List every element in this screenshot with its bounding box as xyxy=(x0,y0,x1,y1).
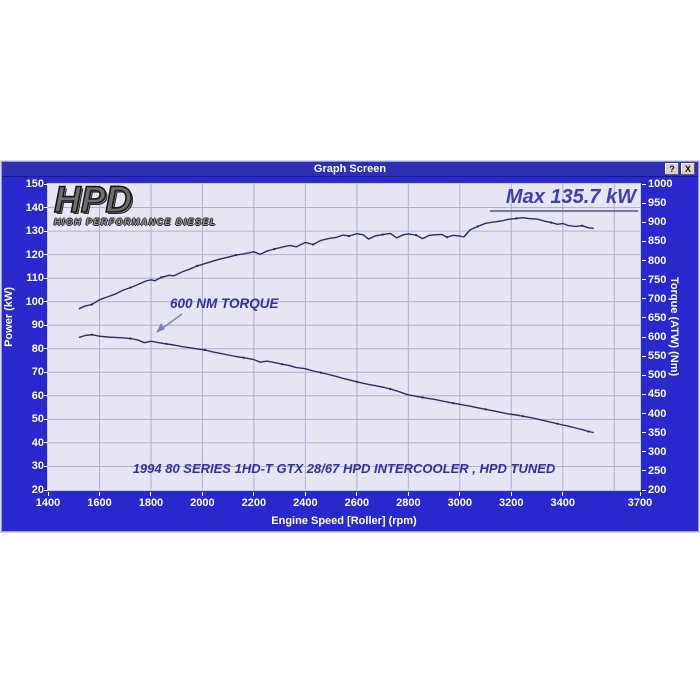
y-right-tick xyxy=(642,355,646,357)
x-tick xyxy=(639,492,641,496)
y-right-tick xyxy=(642,298,646,300)
help-button[interactable]: ? xyxy=(665,163,679,175)
close-button[interactable]: X xyxy=(681,163,695,175)
x-axis-title: Engine Speed [Roller] (rpm) xyxy=(271,515,417,527)
x-tick xyxy=(407,492,409,496)
y-right-tick-label: 400 xyxy=(648,407,667,420)
y-left-tick-label: 130 xyxy=(25,225,44,238)
y-left-tick-label: 20 xyxy=(31,484,44,496)
vehicle-annotation: 1994 80 SERIES 1HD-T GTX 28/67 HPD INTER… xyxy=(132,461,556,476)
x-tick-label: 3700 xyxy=(627,497,653,509)
x-tick xyxy=(562,492,564,496)
hpd-logo: HPD HIGH PERFORMANCE DIESEL xyxy=(53,179,217,227)
y-left-tick-label: 70 xyxy=(31,366,44,379)
y-right-tick xyxy=(642,336,646,338)
window-titlebar[interactable]: Graph Screen ? X xyxy=(2,162,698,177)
hpd-logo-subtext: HIGH PERFORMANCE DIESEL xyxy=(54,217,217,227)
y-left-tick-label: 30 xyxy=(31,460,44,473)
titlebar-buttons: ? X xyxy=(665,163,695,175)
window-title: Graph Screen xyxy=(313,163,387,175)
y-right-tick xyxy=(642,451,646,453)
x-tick xyxy=(47,492,49,496)
x-tick xyxy=(356,492,358,496)
y-right-tick xyxy=(642,221,646,223)
y-right-tick-label: 300 xyxy=(648,445,667,458)
y-right-tick xyxy=(642,183,646,185)
y-left-tick-label: 140 xyxy=(25,201,44,214)
x-tick-label: 1600 xyxy=(87,497,112,509)
x-tick xyxy=(150,492,152,496)
plot-area: HPD HIGH PERFORMANCE DIESEL Max 135.7 kW… xyxy=(47,179,641,491)
y-right-tick-label: 250 xyxy=(648,464,667,477)
y-right-tick xyxy=(642,202,646,204)
x-tick xyxy=(304,492,306,496)
y-left-tick-label: 50 xyxy=(31,413,44,426)
y-left-tick-label: 150 xyxy=(25,178,44,190)
x-tick-label: 2800 xyxy=(396,497,421,509)
x-tick-label: 2400 xyxy=(293,497,318,509)
y-left-tick-label: 80 xyxy=(31,342,44,355)
x-tick xyxy=(98,492,100,496)
torque-annotation-arrow-icon xyxy=(156,313,183,333)
x-tick xyxy=(510,492,512,496)
x-tick-label: 3200 xyxy=(499,497,524,509)
y-right-tick-label: 650 xyxy=(648,311,667,324)
y-left-tick-label: 110 xyxy=(26,272,44,285)
gridlines xyxy=(48,184,640,490)
y-right-tick xyxy=(642,489,646,491)
y-right-tick-label: 450 xyxy=(648,388,667,401)
x-tick-label: 3000 xyxy=(447,497,473,509)
y-right-tick-label: 950 xyxy=(648,197,667,210)
x-tick xyxy=(201,492,203,496)
y-right-tick-label: 200 xyxy=(648,484,667,496)
y-right-tick-label: 350 xyxy=(648,426,667,439)
y-right-tick-label: 700 xyxy=(648,292,667,305)
y-right-tick xyxy=(642,240,646,242)
torque-curve xyxy=(78,333,594,434)
y-right-tick-label: 800 xyxy=(648,254,667,267)
y-left-tick-label: 100 xyxy=(25,295,44,308)
y-right-tick xyxy=(642,470,646,472)
x-tick-label: 3400 xyxy=(550,497,576,509)
dyno-curves-svg xyxy=(48,184,640,490)
y-right-tick-label: 850 xyxy=(648,235,667,248)
y-right-tick-label: 900 xyxy=(648,216,667,229)
graph-window: Graph Screen ? X HPD HIGH PERFORMANCE DI… xyxy=(1,161,699,532)
hpd-logo-text: HPD xyxy=(53,179,133,220)
y-right-tick xyxy=(642,413,646,414)
y-right-tick xyxy=(642,432,646,434)
y-right-tick xyxy=(642,279,646,281)
y-right-tick xyxy=(642,317,646,319)
y-left-tick-label: 120 xyxy=(25,248,44,261)
y-right-tick-label: 500 xyxy=(648,369,667,382)
y-right-tick xyxy=(642,374,646,376)
max-power-annotation: Max 135.7 kW xyxy=(489,186,638,212)
y-axis-title-right: Torque (ATW) (Nm) xyxy=(668,277,680,377)
chart-area: HPD HIGH PERFORMANCE DIESEL Max 135.7 kW… xyxy=(2,177,698,531)
x-tick-label: 1800 xyxy=(138,497,164,509)
x-tick-label: 2000 xyxy=(190,497,215,509)
x-tick xyxy=(253,492,255,496)
y-right-tick-label: 550 xyxy=(648,350,667,363)
x-tick-label: 2200 xyxy=(241,497,267,509)
y-right-tick-label: 1000 xyxy=(648,178,673,190)
x-tick xyxy=(459,492,461,496)
y-axis-title-left: Power (kW) xyxy=(3,287,15,347)
y-left-tick-label: 90 xyxy=(31,319,44,332)
y-right-tick xyxy=(642,393,646,395)
y-left-tick-label: 60 xyxy=(31,389,44,402)
torque-annotation: 600 NM TORQUE xyxy=(170,296,279,311)
y-right-tick xyxy=(642,260,646,261)
y-right-tick-label: 600 xyxy=(648,331,667,343)
x-tick-label: 1400 xyxy=(35,497,61,509)
y-right-tick-label: 750 xyxy=(648,273,667,286)
y-left-tick-label: 40 xyxy=(31,436,44,449)
x-tick-label: 2600 xyxy=(344,497,370,509)
